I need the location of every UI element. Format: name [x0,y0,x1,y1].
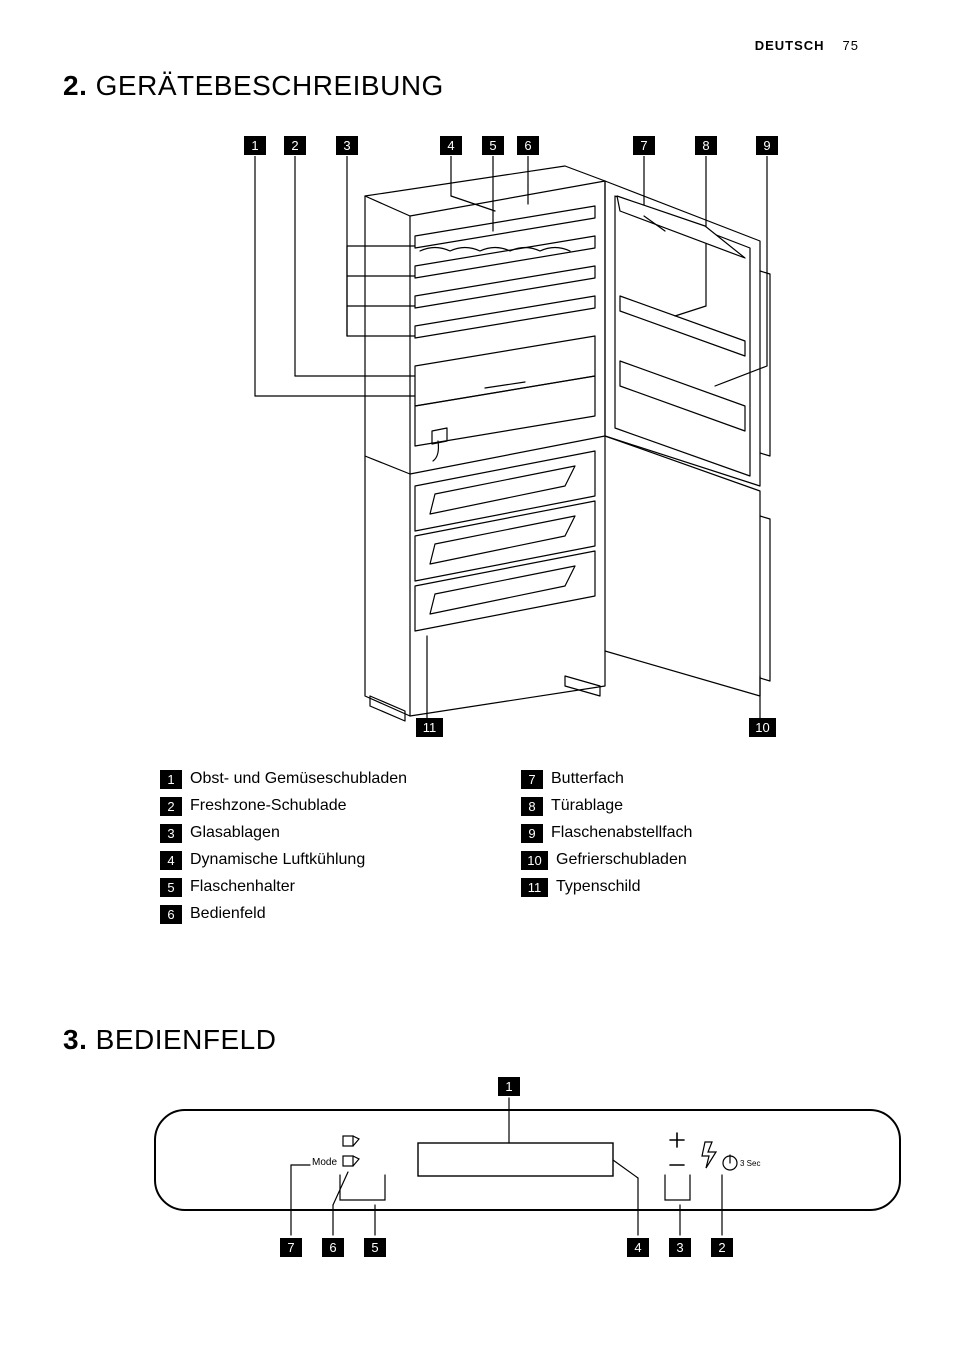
legend-row: 9Flaschenabstellfach [521,824,692,843]
section-3-num: 3. [63,1024,87,1055]
legend-left: 1Obst- und Gemüseschubladen 2Freshzone-S… [160,770,407,932]
legend-row: 10Gefrierschubladen [521,851,692,870]
section-2-title: 2. GERÄTEBESCHREIBUNG [63,70,444,102]
section-3-text: BEDIENFELD [96,1024,277,1055]
control-panel-figure: 1 7 6 5 4 3 2 Mode [150,1080,910,1280]
callout-1: 1 [244,136,266,155]
header-lang: DEUTSCH [755,38,825,53]
legend-row: 6Bedienfeld [160,905,407,924]
panel-callout-6: 6 [322,1238,344,1257]
callout-7: 7 [633,136,655,155]
callout-6: 6 [517,136,539,155]
callout-11: 11 [416,718,443,737]
legend-right: 7Butterfach 8Türablage 9Flaschenabstellf… [521,770,692,905]
legend-row: 5Flaschenhalter [160,878,407,897]
power-sec-label: 3 Sec [740,1159,760,1168]
callout-5: 5 [482,136,504,155]
legend-row: 8Türablage [521,797,692,816]
legend-row: 11Typenschild [521,878,692,897]
legend-row: 4Dynamische Luftkühlung [160,851,407,870]
mode-label: Mode [312,1157,337,1168]
panel-callout-1: 1 [498,1077,520,1096]
legend-row: 1Obst- und Gemüseschubladen [160,770,407,789]
panel-callout-4: 4 [627,1238,649,1257]
page-header: DEUTSCH 75 [755,38,859,53]
fridge-diagram [235,156,775,726]
section-2-text: GERÄTEBESCHREIBUNG [96,70,444,101]
section-3-title: 3. BEDIENFELD [63,1024,276,1056]
callout-10: 10 [749,718,776,737]
panel-callout-3: 3 [669,1238,691,1257]
panel-callout-7: 7 [280,1238,302,1257]
header-page: 75 [843,38,859,53]
callout-9: 9 [756,136,778,155]
panel-callout-5: 5 [364,1238,386,1257]
legend-row: 7Butterfach [521,770,692,789]
callout-3: 3 [336,136,358,155]
callout-8: 8 [695,136,717,155]
legend-row: 2Freshzone-Schublade [160,797,407,816]
callout-2: 2 [284,136,306,155]
panel-callout-2: 2 [711,1238,733,1257]
section-2-num: 2. [63,70,87,101]
callout-4: 4 [440,136,462,155]
legend-row: 3Glasablagen [160,824,407,843]
